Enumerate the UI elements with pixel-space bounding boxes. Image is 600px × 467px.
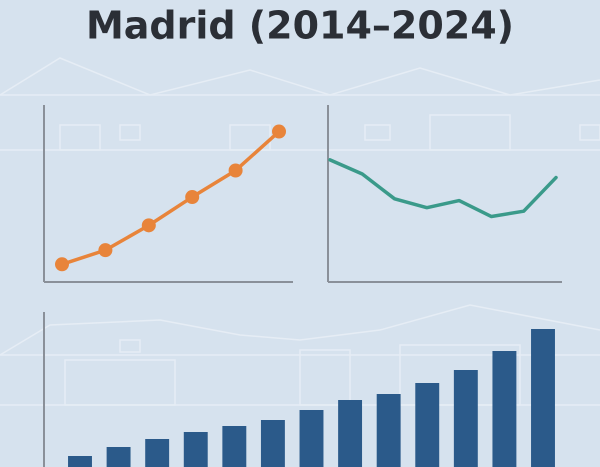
point bbox=[55, 257, 69, 272]
point bbox=[141, 218, 156, 233]
bar bbox=[338, 400, 363, 467]
chart-title: Madrid (2014–2024) bbox=[86, 4, 514, 48]
bar bbox=[260, 420, 285, 467]
point bbox=[228, 163, 243, 178]
line bbox=[60, 129, 281, 267]
bar bbox=[106, 447, 131, 467]
bar bbox=[376, 394, 401, 467]
bar bbox=[183, 432, 208, 467]
point bbox=[185, 190, 200, 205]
bar bbox=[492, 351, 517, 467]
bar bbox=[222, 426, 247, 467]
bar bbox=[453, 370, 478, 467]
bar bbox=[68, 456, 92, 467]
point bbox=[272, 124, 286, 139]
bar bbox=[531, 329, 555, 467]
line bbox=[328, 158, 558, 219]
bar bbox=[145, 439, 170, 467]
bar bbox=[415, 383, 440, 467]
point bbox=[98, 243, 113, 258]
bar bbox=[299, 410, 324, 467]
